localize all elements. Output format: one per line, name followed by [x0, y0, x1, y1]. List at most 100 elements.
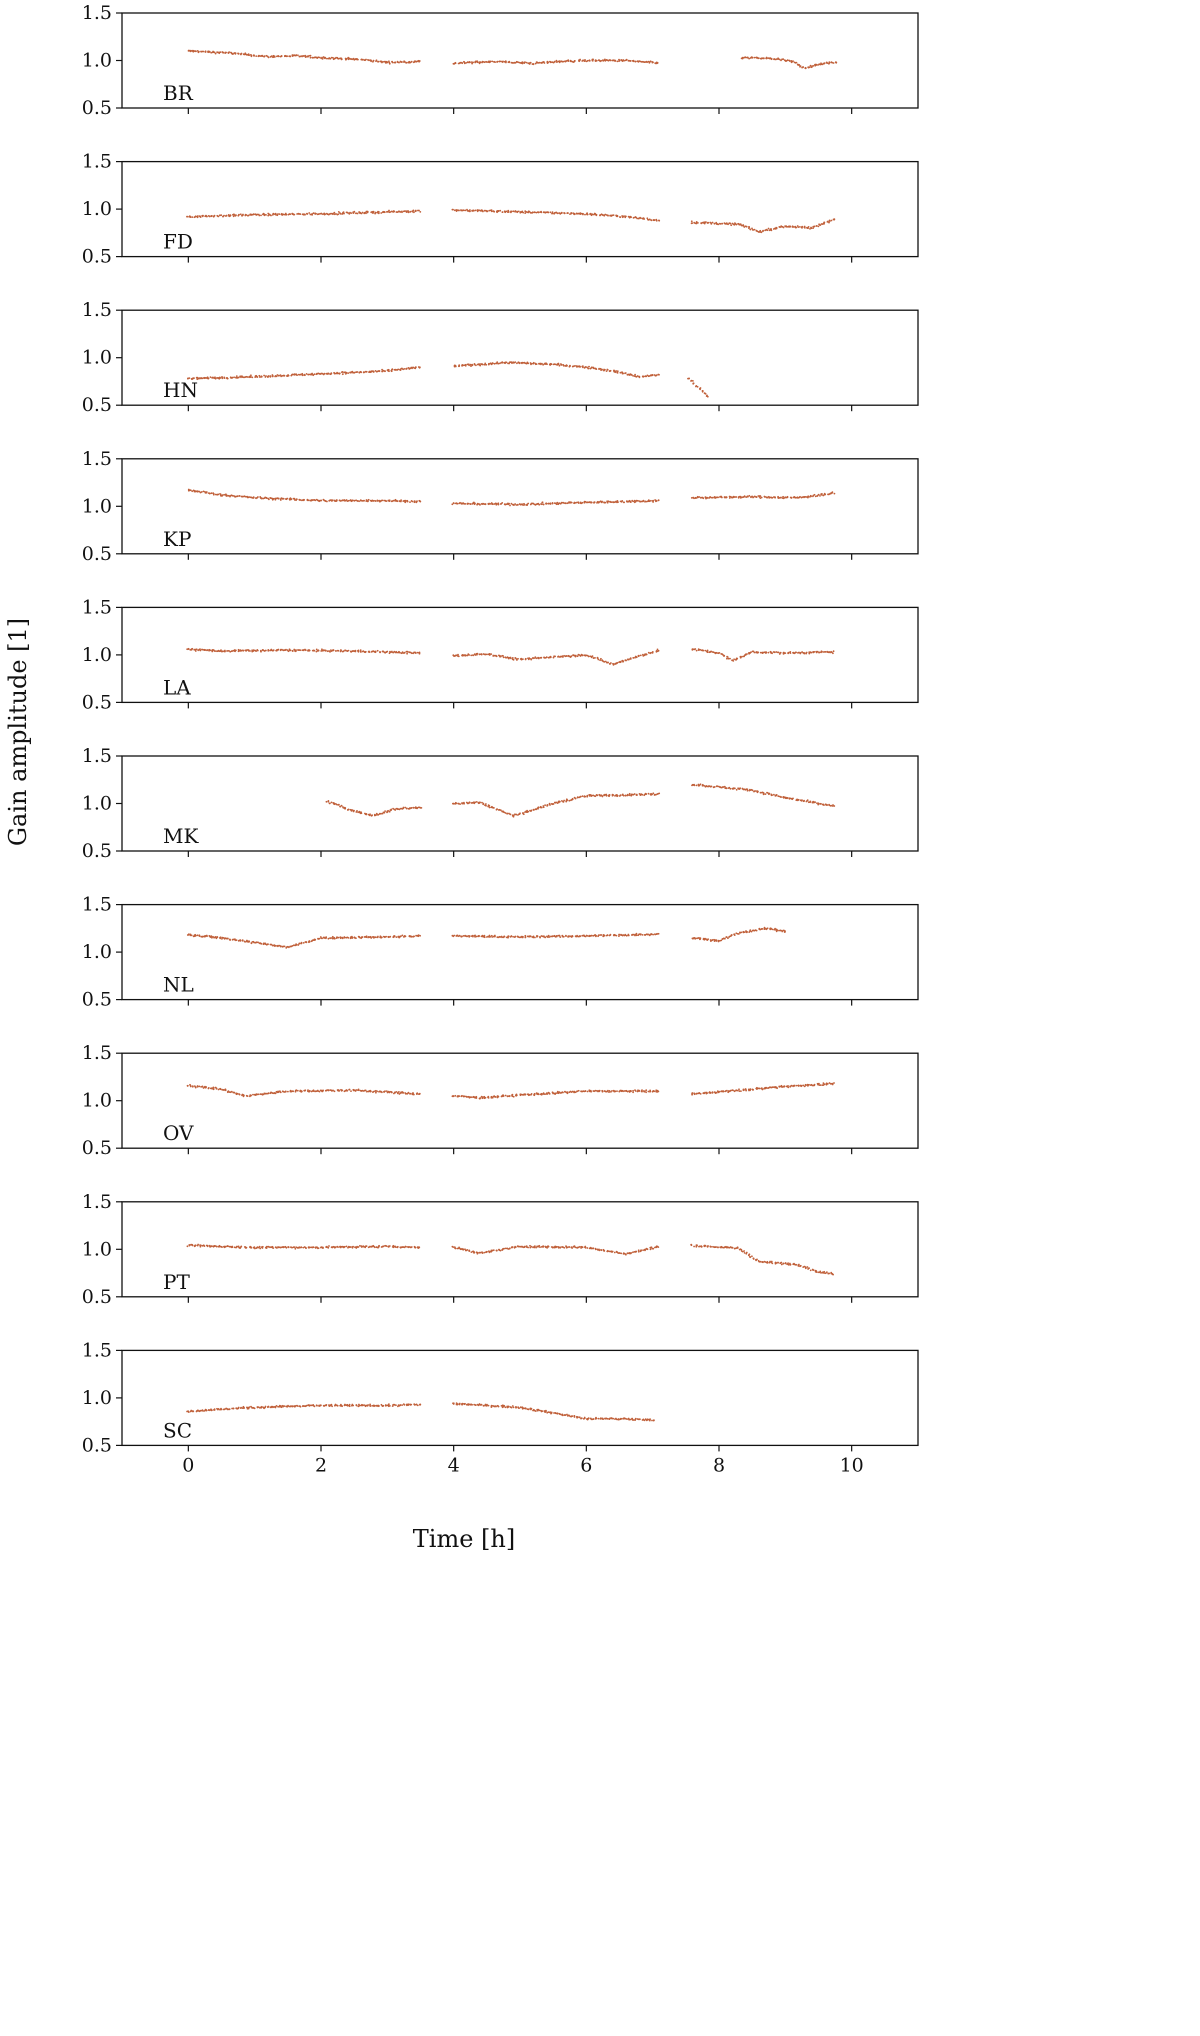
data-point — [487, 503, 490, 505]
data-point — [596, 657, 599, 659]
data-point — [349, 211, 351, 214]
data-point — [561, 934, 564, 937]
data-point — [729, 787, 732, 790]
data-point — [645, 653, 648, 656]
data-point — [214, 52, 217, 55]
data-point — [830, 651, 833, 654]
data-point — [300, 1091, 303, 1093]
data-point — [577, 501, 580, 504]
data-point — [566, 364, 568, 367]
data-point — [252, 1093, 254, 1096]
data-point — [241, 939, 244, 942]
data-point — [524, 934, 527, 937]
data-point — [370, 651, 373, 653]
data-point — [586, 1090, 589, 1093]
data-point — [521, 62, 524, 65]
data-point — [337, 649, 340, 652]
data-point — [551, 1091, 554, 1094]
data-point — [616, 795, 618, 798]
data-point — [700, 496, 702, 499]
data-point — [611, 214, 613, 217]
data-point — [311, 499, 313, 501]
data-point — [238, 495, 241, 497]
y-tick-label: 1.5 — [82, 745, 112, 767]
data-point — [340, 649, 342, 652]
data-point — [637, 217, 640, 220]
data-point — [714, 652, 717, 655]
data-point — [369, 499, 372, 502]
data-point — [277, 1091, 280, 1094]
data-point — [542, 503, 545, 506]
data-point — [296, 1089, 299, 1092]
data-point — [257, 1093, 260, 1096]
data-point — [615, 370, 618, 372]
data-point — [735, 788, 738, 791]
data-point — [733, 658, 735, 661]
data-point — [820, 63, 823, 66]
data-point — [419, 934, 421, 937]
data-point — [221, 650, 223, 653]
data-point — [456, 802, 458, 805]
data-point — [518, 361, 520, 364]
data-point — [415, 210, 417, 212]
data-point — [560, 1091, 563, 1094]
data-point — [197, 215, 199, 217]
data-point — [542, 363, 544, 366]
data-point — [586, 935, 589, 937]
data-point — [386, 810, 389, 813]
data-point — [386, 211, 388, 213]
data-point — [472, 209, 475, 212]
data-point — [537, 807, 539, 810]
data-point — [746, 653, 748, 655]
data-point — [335, 937, 338, 939]
data-point — [751, 929, 754, 932]
data-point — [481, 801, 483, 804]
data-point — [386, 1091, 389, 1094]
data-point — [189, 489, 192, 492]
data-point — [624, 794, 627, 797]
data-point — [306, 499, 309, 502]
data-point — [584, 654, 586, 656]
data-point — [817, 802, 820, 805]
data-point — [807, 496, 809, 498]
data-point — [208, 935, 211, 937]
data-point — [562, 364, 565, 367]
data-point — [807, 801, 810, 804]
data-point — [803, 1085, 806, 1088]
panel-frame — [121, 606, 919, 704]
data-point — [342, 807, 345, 809]
data-point — [321, 58, 324, 60]
data-point — [717, 223, 719, 226]
data-point — [383, 211, 385, 214]
data-point — [647, 218, 649, 221]
data-point — [571, 1090, 574, 1093]
data-point — [512, 210, 515, 213]
data-point — [614, 371, 617, 374]
data-point — [372, 371, 375, 373]
data-point — [191, 490, 194, 493]
data-point — [739, 223, 742, 226]
data-point — [722, 1090, 724, 1092]
data-point — [303, 55, 305, 57]
data-point — [370, 370, 373, 373]
data-point — [409, 501, 411, 503]
panel-frame — [121, 1052, 919, 1149]
data-point — [353, 371, 356, 374]
data-point — [312, 1089, 315, 1092]
data-point — [256, 1093, 259, 1096]
data-point — [488, 804, 491, 807]
data-point — [528, 1094, 531, 1096]
data-point — [289, 945, 292, 948]
data-point — [291, 55, 294, 57]
data-point — [227, 650, 229, 652]
data-point — [512, 658, 515, 661]
data-point — [562, 935, 565, 938]
station-label-ov: OV — [163, 1121, 194, 1145]
data-point — [264, 942, 266, 945]
data-point — [616, 60, 619, 63]
data-point — [229, 650, 232, 653]
data-point — [789, 60, 791, 62]
data-point — [651, 374, 654, 376]
data-point — [717, 939, 720, 942]
data-point — [198, 934, 201, 937]
